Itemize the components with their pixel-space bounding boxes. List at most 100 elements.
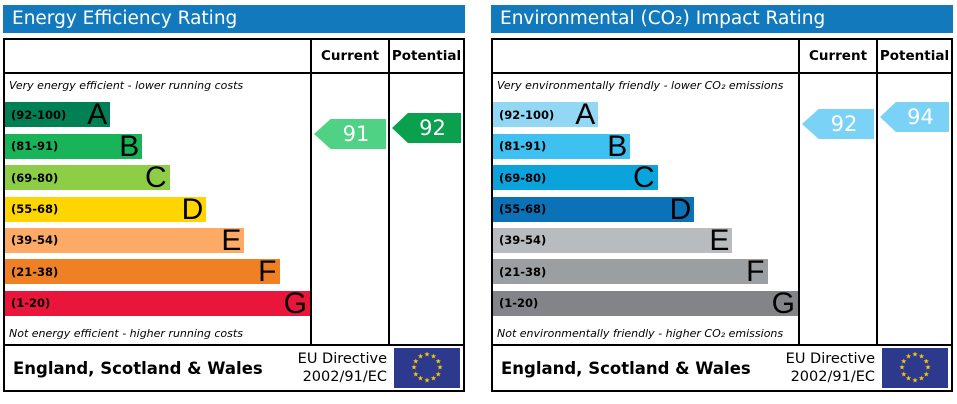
band-range-label: (21-38) (499, 264, 547, 279)
band-range-label: (39-54) (499, 233, 547, 248)
band-range-label: (1-20) (11, 296, 51, 311)
eu-directive-label: EU Directive 2002/91/EC (786, 350, 875, 386)
band-range-label: (92-100) (11, 107, 67, 122)
region-label: England, Scotland & Wales (13, 358, 263, 378)
eu-flag-star: ★ (412, 357, 419, 365)
bands: (92-100) A (81-91) B (69-80) C (55-68) D (39-54)… (493, 96, 798, 322)
eu-flag-star: ★ (918, 374, 925, 383)
eu-flag-star: ★ (430, 374, 437, 383)
band-letter: E (709, 223, 730, 257)
eu-directive-label: EU Directive 2002/91/EC (298, 350, 387, 386)
potential-column-header: Potential (388, 40, 463, 72)
eu-directive-line2: 2002/91/EC (302, 369, 387, 385)
band-letter: B (607, 129, 628, 163)
eu-directive-line1: EU Directive (785, 350, 875, 367)
current-column-header: Current (310, 40, 388, 72)
eu-flag-star: ★ (423, 376, 431, 385)
band-letter: A (87, 98, 108, 132)
band-letter: B (119, 129, 140, 163)
band-range-label: (55-68) (11, 202, 59, 216)
band-d: (55-68) D (493, 192, 695, 226)
eu-flag-star: ★ (911, 350, 919, 359)
eu-flag-icon: ★ ★ ★ ★ ★ ★ ★ ★ ★ ★ ★ ★ (394, 348, 460, 388)
band-letter: G (283, 286, 307, 320)
band-c: (69-80) C (493, 161, 658, 195)
column-header-row: Current Potential (5, 40, 463, 74)
epc-rating-page: Energy Efficiency Rating Current Potenti… (3, 5, 953, 392)
region-label: England, Scotland & Wales (501, 358, 751, 378)
bands: (92-100) A (81-91) B (69-80) C (55-68) D (39-54)… (5, 96, 310, 322)
eu-flag-star: ★ (412, 370, 419, 378)
eu-directive-line2: 2002/91/EC (790, 369, 875, 385)
eu-flag-icon: ★ ★ ★ ★ ★ ★ ★ ★ ★ ★ ★ ★ (882, 348, 948, 388)
chart-frame: Current Potential Very environmentally f… (491, 38, 953, 392)
band-letter: G (771, 286, 795, 320)
eu-flag-star: ★ (410, 363, 418, 372)
rating-scale: Very environmentally friendly - lower CO… (493, 74, 798, 344)
band-e: (39-54) E (493, 223, 733, 257)
environmental-impact-chart: Environmental (CO₂) Impact Rating Curren… (491, 5, 953, 392)
band-letter: A (575, 98, 596, 132)
top-caption: Very energy efficient - lower running co… (9, 78, 244, 92)
band-letter: F (258, 255, 277, 289)
chart-body: Very environmentally friendly - lower CO… (493, 74, 951, 344)
band-f: (21-38) F (493, 255, 768, 289)
band-range-label: (92-100) (499, 107, 555, 122)
eu-flag-star: ★ (898, 363, 906, 372)
band-range-label: (21-38) (11, 264, 59, 279)
current-rating-arrow: 91 (314, 119, 386, 149)
eu-flag-star: ★ (423, 350, 431, 359)
chart-footer: England, Scotland & Wales EU Directive 2… (493, 344, 951, 390)
potential-rating-arrow: 92 (392, 113, 461, 143)
chart-frame: Current Potential Very energy efficient … (3, 38, 465, 392)
current-rating-arrow: 92 (802, 109, 874, 139)
band-range-label: (1-20) (499, 296, 539, 311)
eu-flag-star: ★ (923, 370, 930, 378)
header-spacer (493, 40, 798, 72)
eu-flag-star: ★ (900, 357, 907, 365)
band-letter: F (746, 255, 765, 289)
potential-value-cell: 92 (388, 74, 463, 344)
eu-flag-star: ★ (923, 357, 930, 365)
eu-flag-star: ★ (435, 357, 442, 365)
eu-flag-star: ★ (918, 352, 925, 361)
band-letter: D (669, 192, 692, 226)
header-spacer (5, 40, 310, 72)
band-letter: C (633, 161, 655, 195)
eu-flag-star: ★ (905, 374, 912, 383)
eu-directive-line1: EU Directive (297, 350, 387, 367)
band-b: (81-91) B (5, 129, 143, 163)
eu-flag-star: ★ (905, 352, 912, 361)
potential-value-cell: 94 (876, 74, 951, 344)
energy-efficiency-chart: Energy Efficiency Rating Current Potenti… (3, 5, 465, 392)
current-value-cell: 91 (310, 74, 388, 344)
current-column-header: Current (798, 40, 876, 72)
band-g: (1-20) G (493, 286, 798, 320)
top-caption: Very environmentally friendly - lower CO… (497, 78, 784, 92)
eu-flag-star: ★ (417, 374, 424, 383)
band-e: (39-54) E (5, 223, 245, 257)
band-letter: D (181, 192, 204, 226)
band-letter: E (221, 223, 242, 257)
band-range-label: (81-91) (11, 139, 59, 154)
chart-body: Very energy efficient - lower running co… (5, 74, 463, 344)
band-range-label: (39-54) (11, 233, 59, 248)
band-b: (81-91) B (493, 129, 631, 163)
potential-column-header: Potential (876, 40, 951, 72)
band-range-label: (69-80) (11, 170, 59, 185)
eu-flag-star: ★ (911, 376, 919, 385)
band-f: (21-38) F (5, 255, 280, 289)
chart-title: Environmental (CO₂) Impact Rating (491, 5, 953, 33)
band-c: (69-80) C (5, 163, 170, 193)
chart-title: Energy Efficiency Rating (3, 5, 465, 33)
bottom-caption: Not environmentally friendly - higher CO… (497, 326, 784, 340)
band-a: (92-100) A (5, 98, 111, 132)
potential-rating-arrow: 94 (880, 102, 949, 132)
band-g: (1-20) G (5, 286, 310, 320)
band-a: (92-100) A (493, 98, 599, 132)
rating-scale: Very energy efficient - lower running co… (5, 74, 310, 344)
chart-footer: England, Scotland & Wales EU Directive 2… (5, 344, 463, 390)
eu-flag-star: ★ (430, 352, 437, 361)
eu-flag-star: ★ (417, 352, 424, 361)
band-range-label: (81-91) (499, 139, 547, 154)
